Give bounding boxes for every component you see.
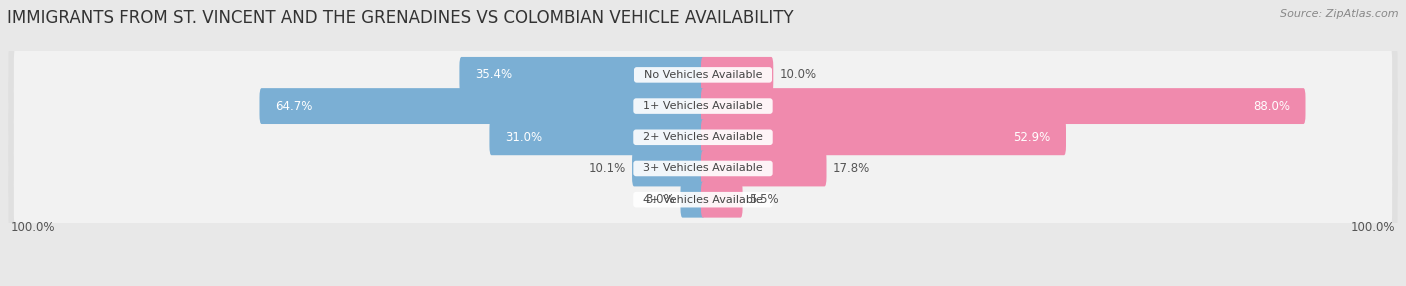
FancyBboxPatch shape [14, 45, 1392, 105]
FancyBboxPatch shape [633, 150, 704, 186]
FancyBboxPatch shape [8, 97, 1398, 178]
Text: 100.0%: 100.0% [1351, 221, 1396, 234]
Text: 2+ Vehicles Available: 2+ Vehicles Available [636, 132, 770, 142]
FancyBboxPatch shape [8, 128, 1398, 209]
FancyBboxPatch shape [702, 57, 773, 93]
Text: 31.0%: 31.0% [505, 131, 543, 144]
FancyBboxPatch shape [702, 119, 1066, 155]
FancyBboxPatch shape [14, 108, 1392, 167]
Text: 5.5%: 5.5% [749, 193, 779, 206]
FancyBboxPatch shape [460, 57, 704, 93]
FancyBboxPatch shape [14, 139, 1392, 198]
Text: 52.9%: 52.9% [1014, 131, 1050, 144]
FancyBboxPatch shape [702, 150, 827, 186]
FancyBboxPatch shape [489, 119, 704, 155]
Text: 88.0%: 88.0% [1253, 100, 1289, 113]
Text: 3.0%: 3.0% [645, 193, 675, 206]
Text: 100.0%: 100.0% [10, 221, 55, 234]
Text: 64.7%: 64.7% [276, 100, 312, 113]
Text: 4+ Vehicles Available: 4+ Vehicles Available [636, 195, 770, 205]
Text: 1+ Vehicles Available: 1+ Vehicles Available [636, 101, 770, 111]
Text: 35.4%: 35.4% [475, 68, 512, 82]
Text: 3+ Vehicles Available: 3+ Vehicles Available [636, 164, 770, 174]
Text: Source: ZipAtlas.com: Source: ZipAtlas.com [1281, 9, 1399, 19]
FancyBboxPatch shape [260, 88, 704, 124]
Text: 10.0%: 10.0% [779, 68, 817, 82]
FancyBboxPatch shape [702, 88, 1306, 124]
FancyBboxPatch shape [702, 182, 742, 218]
FancyBboxPatch shape [14, 170, 1392, 229]
FancyBboxPatch shape [8, 66, 1398, 146]
FancyBboxPatch shape [14, 76, 1392, 136]
Text: No Vehicles Available: No Vehicles Available [637, 70, 769, 80]
FancyBboxPatch shape [681, 182, 704, 218]
Text: IMMIGRANTS FROM ST. VINCENT AND THE GRENADINES VS COLOMBIAN VEHICLE AVAILABILITY: IMMIGRANTS FROM ST. VINCENT AND THE GREN… [7, 9, 793, 27]
Text: 17.8%: 17.8% [832, 162, 870, 175]
FancyBboxPatch shape [8, 159, 1398, 240]
Text: 10.1%: 10.1% [589, 162, 626, 175]
Legend: Immigrants from St. Vincent and the Grenadines, Colombian: Immigrants from St. Vincent and the Gren… [496, 284, 910, 286]
FancyBboxPatch shape [8, 35, 1398, 115]
